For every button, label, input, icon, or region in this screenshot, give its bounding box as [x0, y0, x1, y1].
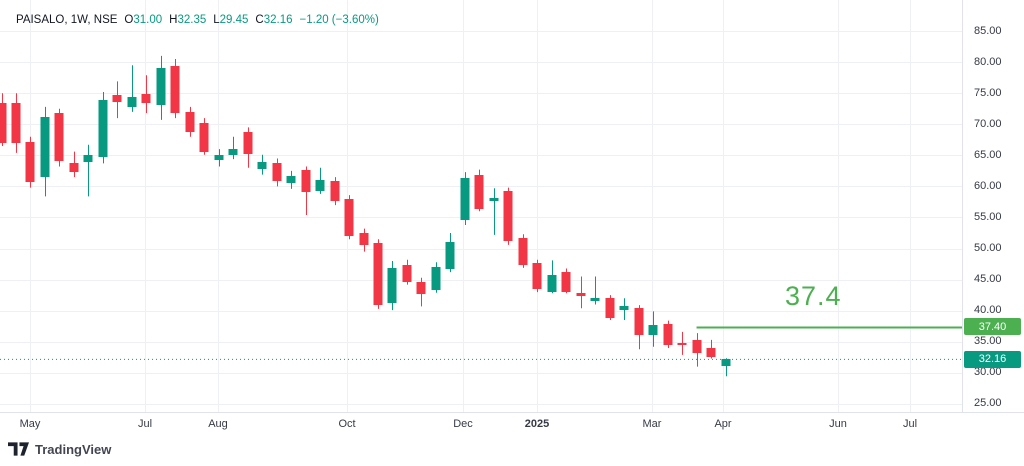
- price-tick-label: 30.00: [974, 366, 1002, 379]
- candle-body-down: [706, 348, 716, 357]
- time-axis-separator: [0, 412, 1024, 413]
- candle-body-down: [112, 95, 122, 102]
- price-tick-label: 80.00: [974, 55, 1002, 68]
- candle-body-down: [561, 272, 571, 292]
- legend-low: L29.45: [213, 14, 249, 26]
- candle-body-up: [387, 268, 397, 303]
- time-tick-label: Jul: [137, 418, 153, 430]
- candle-body-down: [25, 142, 35, 182]
- price-tick-label: 25.00: [974, 397, 1002, 410]
- time-tick-label: Aug: [208, 418, 228, 430]
- time-tick-label: Apr: [714, 418, 732, 430]
- ray-price-label: 37.4: [785, 280, 842, 311]
- candle-body-up: [286, 176, 296, 183]
- candle-body-down: [199, 123, 209, 152]
- candle-body-down: [576, 293, 586, 296]
- candle-body-down: [634, 308, 644, 335]
- time-tick-label: Mar: [642, 418, 662, 430]
- time-tick-label: May: [19, 418, 41, 430]
- candle-body-down: [532, 263, 542, 289]
- tradingview-attribution[interactable]: TradingView: [8, 440, 111, 458]
- candle-body-down: [692, 340, 702, 353]
- candle-body-up: [648, 325, 658, 335]
- candle-body-up: [431, 267, 441, 290]
- last-price-badge: 32.16: [964, 350, 1021, 368]
- tradingview-logo-icon: [8, 442, 29, 456]
- price-tick-label: 40.00: [974, 304, 1002, 317]
- price-tick-label: 70.00: [974, 117, 1002, 130]
- candle-body-up: [156, 68, 166, 105]
- candle-body-down: [344, 199, 354, 236]
- candlestick-chart[interactable]: [0, 0, 962, 412]
- candle-body-down: [416, 282, 426, 294]
- legend-high: H32.35: [169, 14, 207, 26]
- symbol-legend[interactable]: PAISALO, 1W, NSE O31.00 H32.35 L29.45 C3…: [16, 14, 379, 26]
- time-tick-label: Jun: [829, 418, 847, 430]
- candle-body-up: [40, 117, 50, 177]
- candle-body-down: [605, 298, 615, 318]
- ray-level-badge: 37.40: [964, 318, 1021, 336]
- candle-body-up: [590, 298, 600, 301]
- candle-body-down: [301, 170, 311, 192]
- candle-body-down: [243, 132, 253, 154]
- price-axis[interactable]: 37.40 32.16 85.00 80.00 75.00 70.00 65.00 60.…: [963, 0, 1024, 412]
- candle-body-down: [185, 112, 195, 132]
- candle-body-down: [402, 265, 412, 282]
- price-tick-label: 85.00: [974, 24, 1002, 37]
- candle-body-up: [315, 180, 325, 191]
- symbol-title: PAISALO, 1W, NSE: [16, 14, 118, 26]
- candle-body-down: [272, 163, 282, 181]
- candle-body-down: [677, 343, 687, 345]
- tradingview-brand-text: TradingView: [35, 441, 112, 457]
- candle-body-up: [98, 100, 108, 157]
- candle-body-down: [359, 233, 369, 245]
- candle-body-up: [83, 155, 93, 162]
- candle-body-up: [257, 162, 267, 169]
- candle-body-up: [214, 155, 224, 160]
- candle-body-up: [445, 242, 455, 269]
- candle-body-down: [518, 238, 528, 265]
- candle-body-down: [69, 163, 79, 172]
- time-tick-label: 2025: [524, 418, 550, 430]
- candle-body-down: [373, 243, 383, 305]
- legend-change: −1.20 (−3.60%): [299, 14, 379, 26]
- candle-body-down: [54, 113, 64, 161]
- time-axis[interactable]: May Jul Aug Oct Dec 2025 Mar Apr Jun Jul: [0, 413, 1024, 437]
- legend-open: O31.00: [124, 14, 163, 26]
- candle-body-down: [330, 181, 340, 201]
- price-tick-label: 50.00: [974, 242, 1002, 255]
- price-tick-label: 75.00: [974, 86, 1002, 99]
- time-tick-label: Dec: [453, 418, 473, 430]
- candle-body-up: [127, 97, 137, 107]
- candle-body-down: [11, 103, 21, 143]
- candle-body-up: [460, 178, 470, 220]
- candle-body-up: [228, 149, 238, 155]
- price-tick-label: 65.00: [974, 148, 1002, 161]
- price-tick-label: 35.00: [974, 335, 1002, 348]
- candle-body-up: [721, 359, 731, 366]
- candle-body-up: [489, 198, 499, 201]
- candle-body-up: [547, 275, 557, 292]
- candle-body-down: [663, 324, 673, 345]
- legend-close: C32.16: [255, 14, 293, 26]
- candle-body-down: [474, 175, 484, 209]
- candle-body-down: [141, 94, 151, 103]
- candle-body-down: [0, 103, 7, 143]
- price-axis-separator: [962, 0, 963, 437]
- price-tick-label: 60.00: [974, 179, 1002, 192]
- candle-body-down: [503, 191, 513, 241]
- price-tick-label: 55.00: [974, 210, 1002, 223]
- price-tick-label: 45.00: [974, 273, 1002, 286]
- candle-body-down: [170, 66, 180, 113]
- time-tick-label: Oct: [338, 418, 356, 430]
- time-tick-label: Jul: [902, 418, 918, 430]
- candle-body-up: [619, 306, 629, 310]
